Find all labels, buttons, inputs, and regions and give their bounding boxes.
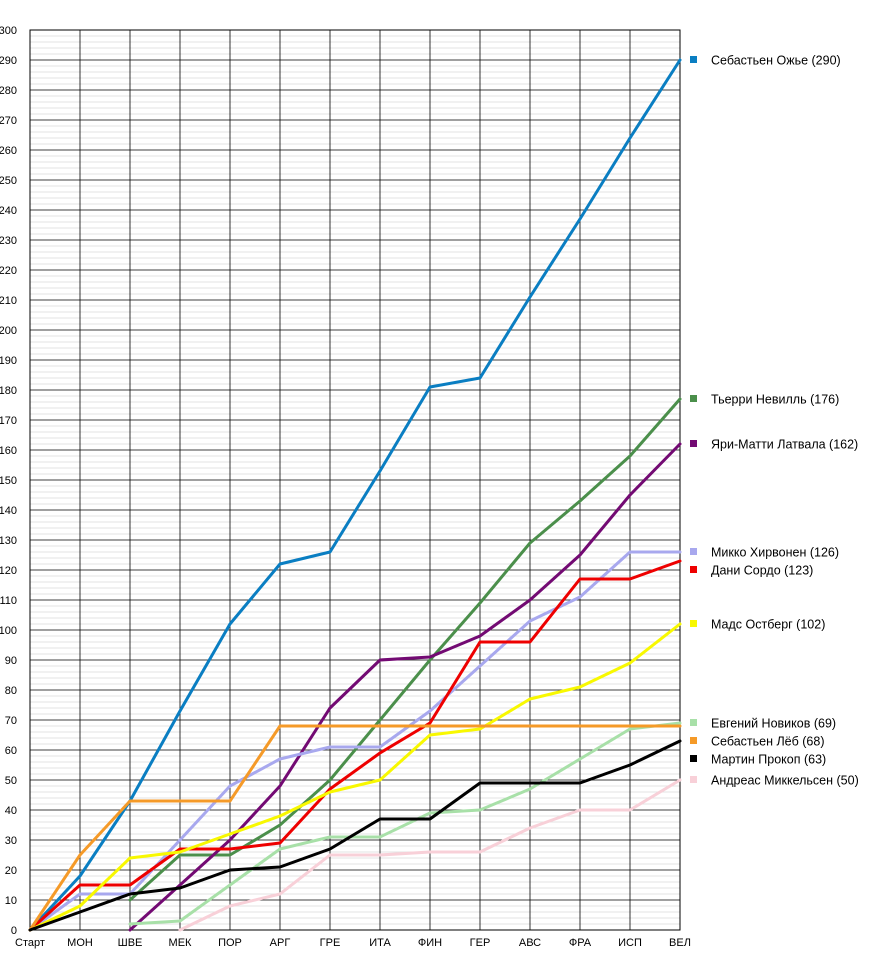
y-tick-label: 200 [0, 325, 17, 337]
legend-label: Евгений Новиков (69) [711, 717, 836, 731]
x-tick-label: ФИН [418, 937, 442, 949]
y-tick-label: 20 [5, 865, 17, 877]
legend-swatch [690, 755, 697, 762]
y-tick-label: 270 [0, 115, 17, 127]
x-tick-label: ГРЕ [320, 937, 341, 949]
y-tick-label: 60 [5, 745, 17, 757]
y-tick-label: 280 [0, 85, 17, 97]
y-tick-label: 40 [5, 805, 17, 817]
legend-swatch [690, 566, 697, 573]
legend-swatch [690, 719, 697, 726]
y-tick-label: 150 [0, 475, 17, 487]
legend-label: Андреас Миккельсен (50) [711, 774, 859, 788]
x-tick-label: ИСП [618, 937, 642, 949]
y-tick-label: 110 [0, 595, 17, 607]
y-tick-label: 210 [0, 295, 17, 307]
y-tick-label: 0 [11, 925, 17, 937]
legend-swatch [690, 737, 697, 744]
y-tick-label: 120 [0, 565, 17, 577]
y-tick-label: 180 [0, 385, 17, 397]
y-tick-label: 300 [0, 25, 17, 37]
legend: Себастьен Ожье (290) Тьерри Невилль (176)… [690, 54, 859, 788]
legend-label: Себастьен Ожье (290) [711, 54, 841, 68]
legend-swatch [690, 548, 697, 555]
legend-label: Мартин Прокоп (63) [711, 753, 826, 767]
y-tick-label: 250 [0, 175, 17, 187]
series-line [28, 622, 682, 932]
series-line [28, 559, 682, 932]
legend-label: Яри-Матти Латвала (162) [711, 438, 858, 452]
series-line [28, 724, 682, 932]
x-tick-label: ПОР [218, 937, 242, 949]
series-lines [28, 58, 682, 932]
x-tick-label: ВЕЛ [669, 937, 691, 949]
series-line [28, 58, 682, 932]
y-tick-label: 80 [5, 685, 17, 697]
x-tick-label: ГЕР [470, 937, 491, 949]
legend-label: Тьерри Невилль (176) [711, 393, 839, 407]
y-tick-label: 170 [0, 415, 17, 427]
x-tick-label: АРГ [270, 937, 291, 949]
legend-swatch [690, 56, 697, 63]
series-line [128, 721, 682, 926]
y-tick-label: 230 [0, 235, 17, 247]
x-tick-label: ФРА [569, 937, 592, 949]
legend-label: Себастьен Лёб (68) [711, 735, 825, 749]
y-tick-label: 70 [5, 715, 17, 727]
y-tick-label: 10 [5, 895, 17, 907]
x-tick-label: МЕК [169, 937, 193, 949]
y-tick-label: 140 [0, 505, 17, 517]
y-tick-label: 290 [0, 55, 17, 67]
legend-label: Дани Сордо (123) [711, 564, 813, 578]
y-tick-label: 190 [0, 355, 17, 367]
legend-label: Микко Хирвонен (126) [711, 546, 839, 560]
series-line [128, 397, 682, 902]
plot-area-border [29, 29, 681, 931]
x-tick-label: ИТА [369, 937, 391, 949]
x-tick-label: Старт [15, 937, 45, 949]
y-tick-label: 50 [5, 775, 17, 787]
major-gridlines [29, 29, 681, 931]
x-tick-label: ШВЕ [118, 937, 143, 949]
legend-swatch [690, 395, 697, 402]
y-tick-label: 90 [5, 655, 17, 667]
series-line [178, 778, 682, 932]
x-axis-tick-labels: Старт МОН ШВЕ МЕК ПОР АРГ ГРЕ ИТА ФИН ГЕР АВС ФРА ИС… [15, 937, 691, 949]
y-tick-label: 160 [0, 445, 17, 457]
series-line [28, 739, 682, 932]
legend-swatch [690, 620, 697, 627]
legend-label: Мадс Остберг (102) [711, 618, 825, 632]
y-tick-label: 30 [5, 835, 17, 847]
y-tick-label: 260 [0, 145, 17, 157]
y-axis-tick-labels: 0 10 20 30 40 50 60 70 80 90 100 110 120 130 140 150 160… [0, 25, 17, 937]
x-tick-label: МОН [67, 937, 93, 949]
legend-swatch [690, 440, 697, 447]
y-tick-label: 220 [0, 265, 17, 277]
y-tick-label: 130 [0, 535, 17, 547]
legend-swatch [690, 776, 697, 783]
series-line [128, 442, 682, 932]
y-tick-label: 240 [0, 205, 17, 217]
series-line [28, 550, 682, 932]
plot-border [29, 29, 681, 931]
y-tick-label: 100 [0, 625, 17, 637]
x-tick-label: АВС [519, 937, 541, 949]
